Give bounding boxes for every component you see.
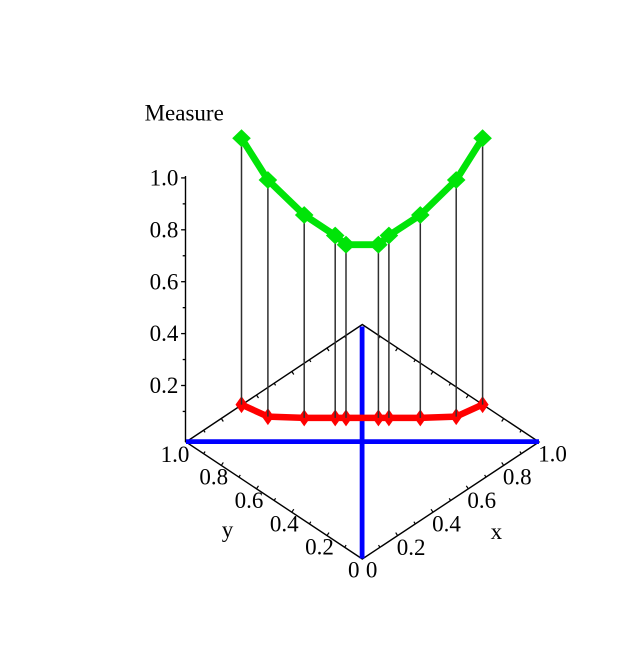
svg-text:0.8: 0.8 [503,465,532,490]
svg-text:0.6: 0.6 [150,269,179,294]
svg-text:0.8: 0.8 [199,465,228,490]
svg-text:0.2: 0.2 [305,535,334,560]
svg-text:1.0: 1.0 [161,442,190,467]
svg-text:1.0: 1.0 [150,166,179,191]
svg-text:0.4: 0.4 [432,512,461,537]
svg-text:0.4: 0.4 [270,511,299,536]
svg-text:Measure: Measure [145,101,224,126]
svg-text:0.8: 0.8 [150,217,179,242]
svg-text:1.0: 1.0 [538,441,567,466]
svg-text:0.6: 0.6 [467,488,496,513]
svg-text:x: x [491,519,503,544]
svg-text:0.2: 0.2 [397,535,426,560]
svg-text:0.2: 0.2 [150,373,179,398]
svg-text:0.6: 0.6 [235,488,264,513]
svg-text:0.4: 0.4 [150,321,179,346]
svg-text:0: 0 [348,558,360,583]
svg-text:y: y [222,517,234,542]
svg-text:0: 0 [366,558,378,583]
